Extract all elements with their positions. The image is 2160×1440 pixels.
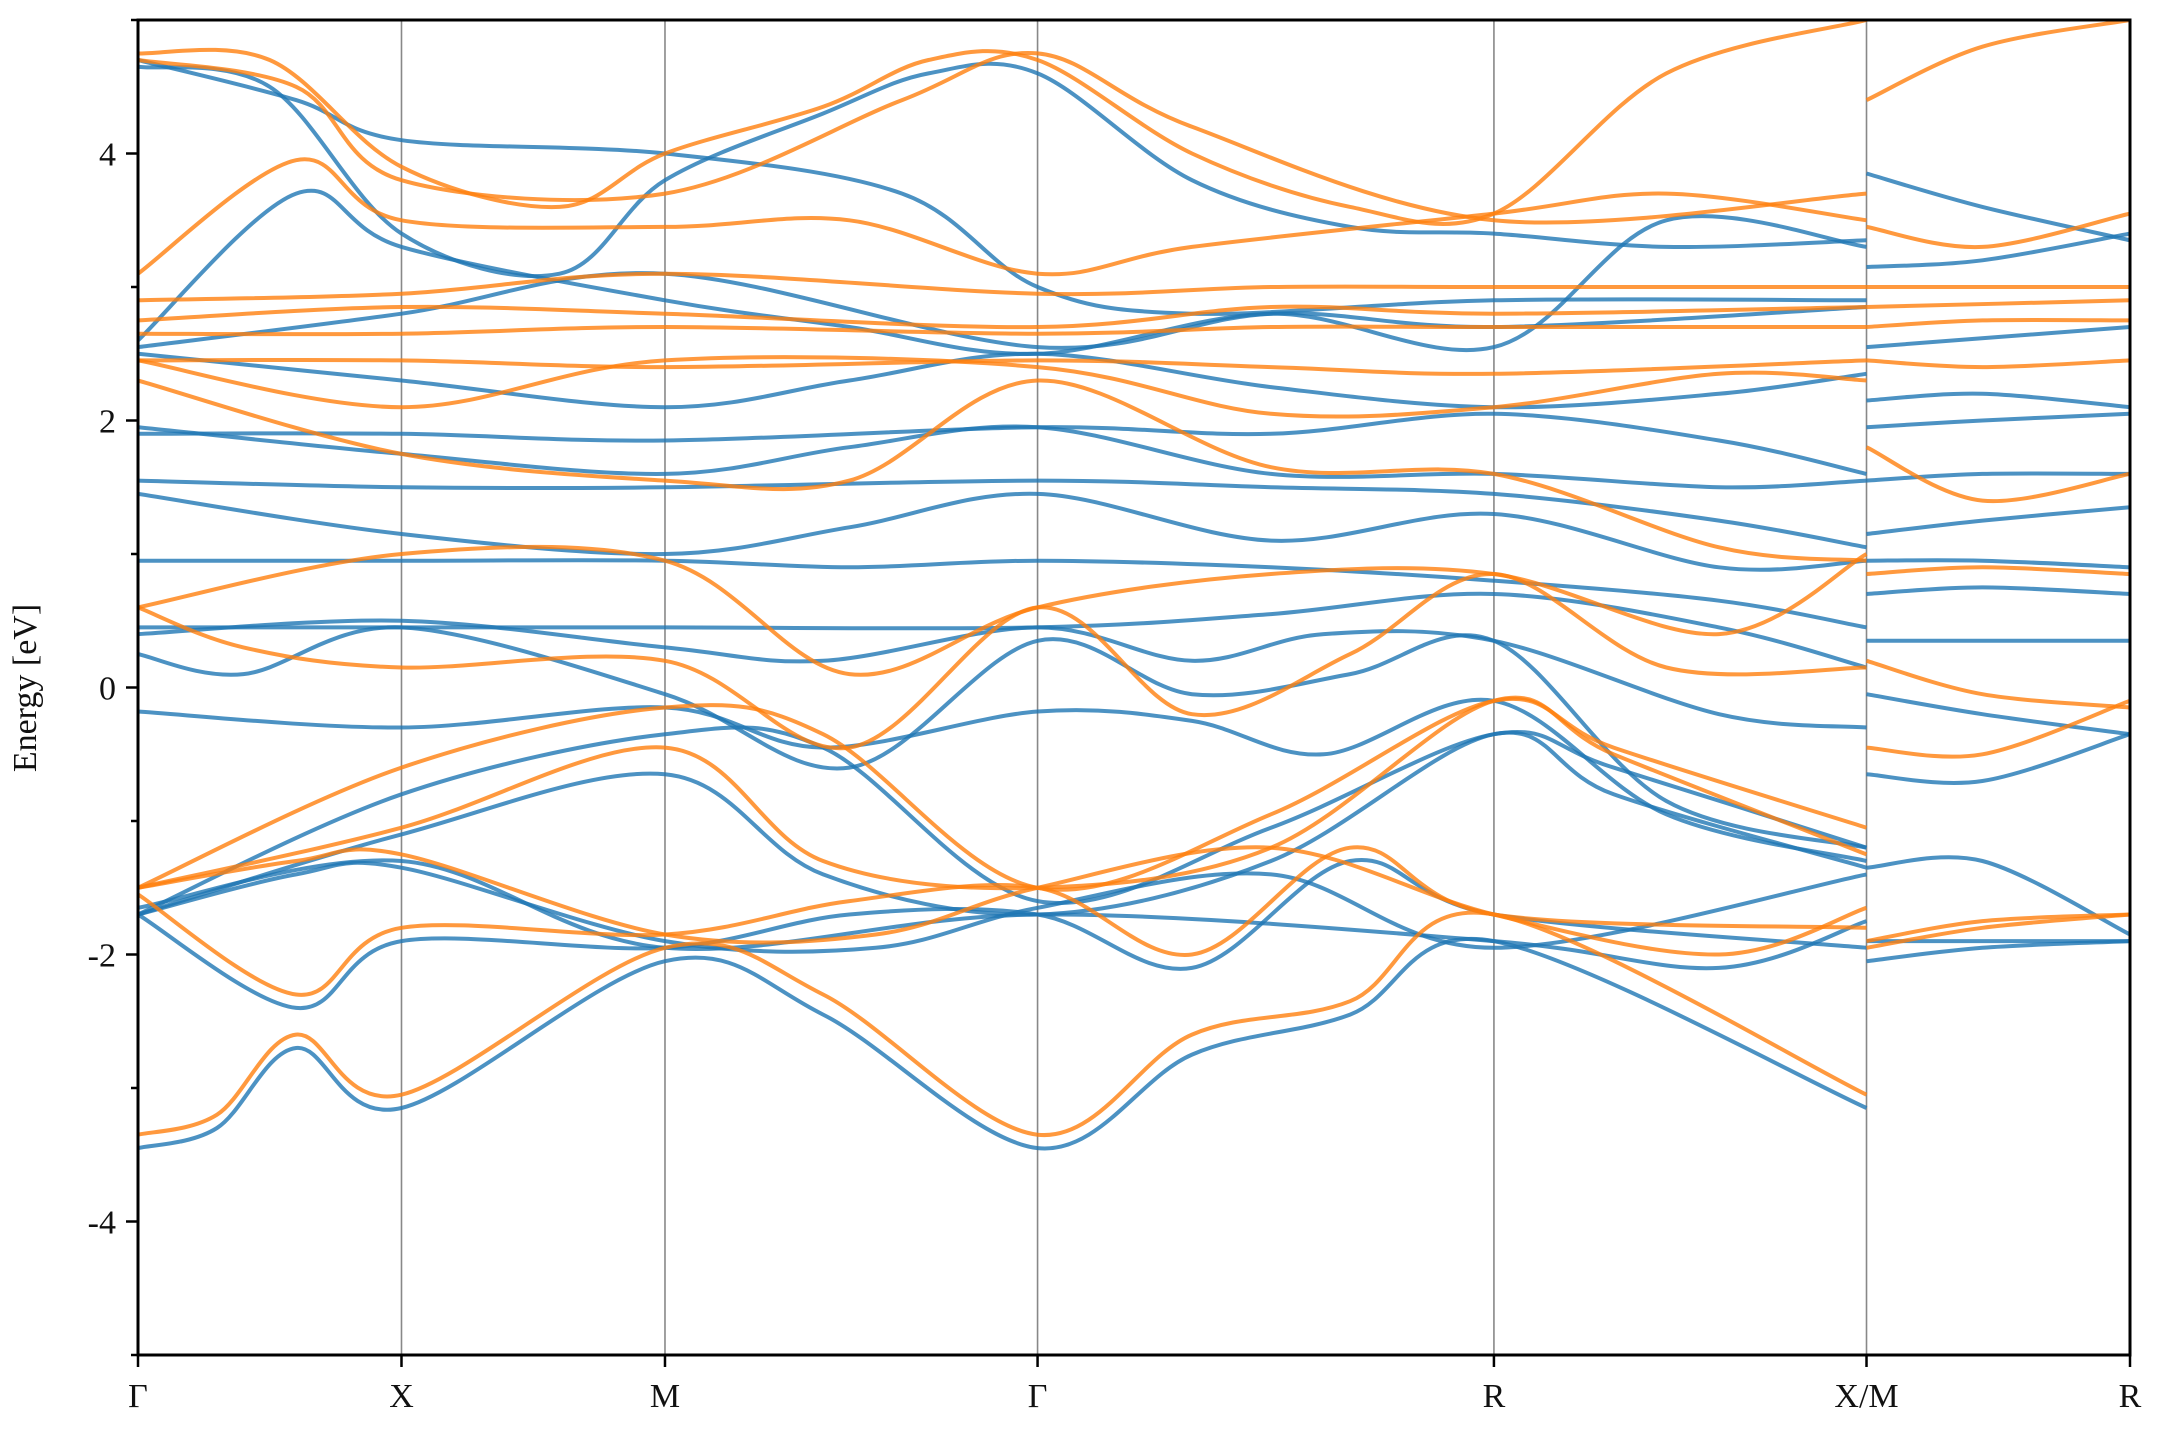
band-line-blue <box>1866 585 2130 596</box>
band-line-orange <box>138 910 1868 1137</box>
band-line-orange <box>138 157 1867 277</box>
band-line-blue <box>1866 692 2130 737</box>
band-line-orange <box>1865 445 2130 504</box>
band-line-orange <box>1866 912 2130 944</box>
band-line-orange <box>1866 358 2130 370</box>
band-line-blue <box>138 58 1867 316</box>
band-line-orange <box>138 357 1867 376</box>
x-axis-ticks: Γ X M Γ R X/M R <box>128 1355 2142 1415</box>
band-line-blue <box>1866 939 2130 964</box>
band-line-blue <box>1866 411 2130 430</box>
band-line-blue <box>1865 171 2130 243</box>
band-line-blue <box>138 625 1867 850</box>
band-line-blue <box>138 697 1867 863</box>
band-line-blue <box>1866 732 2130 785</box>
band-line-blue <box>138 478 1867 550</box>
band-line-orange <box>1866 317 2130 329</box>
band-line-orange <box>138 271 1867 303</box>
band-line-orange <box>1865 658 2130 710</box>
band-line-orange <box>138 845 1867 997</box>
band-line-orange <box>138 304 1867 330</box>
band-line-blue <box>1866 558 2130 570</box>
band-line-blue <box>138 411 1867 476</box>
y-tick-label: -4 <box>88 1205 116 1242</box>
plot-frame <box>136 18 2132 1357</box>
x-tick-label: X <box>389 1378 414 1415</box>
band-line-blue <box>138 491 1867 572</box>
band-line-orange <box>1866 698 2130 759</box>
y-tick-label: 0 <box>99 671 116 708</box>
y-tick-label: 2 <box>99 404 116 441</box>
x-tick-label: Γ <box>128 1378 148 1415</box>
band-line-orange <box>138 696 1868 892</box>
y-tick-label: -2 <box>88 938 116 975</box>
band-line-orange <box>1866 211 2130 250</box>
band-line-blue <box>138 591 1868 670</box>
band-line-orange <box>1865 20 2130 102</box>
band-lines <box>138 20 2130 1151</box>
band-line-blue <box>1866 391 2130 410</box>
band-line-blue <box>1866 505 2130 536</box>
band-line-blue <box>138 61 1867 278</box>
x-tick-label: M <box>650 1378 680 1415</box>
band-line-blue <box>1866 471 2130 483</box>
band-line-orange <box>1866 565 2130 576</box>
x-tick-label: R <box>1483 1378 1506 1415</box>
y-axis-ticks: -4 -2 0 2 4 <box>88 18 138 1357</box>
y-axis-title: Energy [eV] <box>7 604 44 772</box>
band-line-orange <box>138 355 1867 419</box>
band-line-orange <box>1866 298 2130 309</box>
band-line-blue <box>138 730 1868 917</box>
y-tick-label: 4 <box>99 137 116 174</box>
band-line-orange <box>138 845 1868 957</box>
x-tick-label: Γ <box>1028 1378 1048 1415</box>
band-line-orange <box>138 324 1867 337</box>
kpoint-divider-lines <box>400 20 1868 1355</box>
band-line-orange <box>138 20 1868 226</box>
band-line-blue <box>138 937 1868 1151</box>
band-line-orange <box>138 50 1867 225</box>
band-line-blue <box>138 725 1868 917</box>
band-line-orange <box>138 378 1867 563</box>
band-line-blue <box>1866 325 2130 350</box>
band-line-blue <box>1866 231 2130 269</box>
band-line-blue <box>138 188 1867 356</box>
band-line-orange <box>138 571 1867 751</box>
band-line-orange <box>138 544 1868 677</box>
band-line-blue <box>1866 855 2130 937</box>
x-tick-label: X/M <box>1834 1378 1898 1415</box>
band-line-blue <box>138 558 1867 630</box>
x-tick-label: R <box>2119 1378 2142 1415</box>
